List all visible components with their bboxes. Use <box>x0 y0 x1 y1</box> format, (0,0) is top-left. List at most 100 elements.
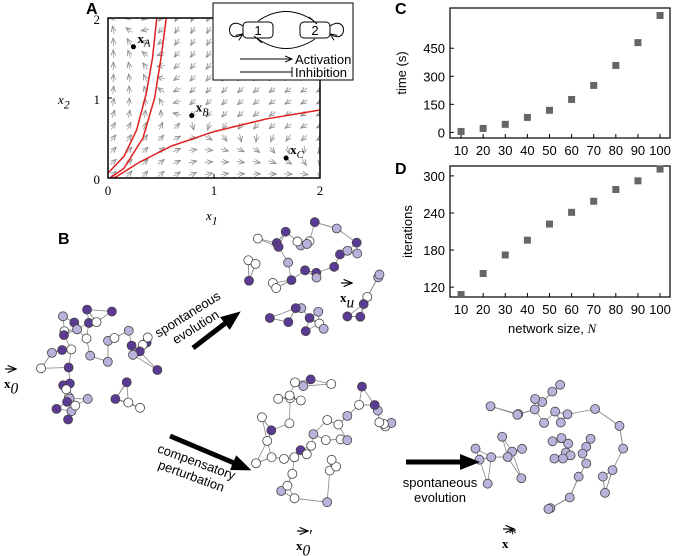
network-node <box>497 431 508 442</box>
field-arrow <box>175 38 180 45</box>
field-arrow <box>236 161 245 162</box>
x-tick-label: 70 <box>586 302 600 317</box>
network-node <box>271 283 282 293</box>
field-arrow <box>206 74 211 81</box>
network-node <box>543 504 554 514</box>
subscript: C <box>297 150 305 161</box>
label-text: network size, <box>508 321 587 336</box>
network-node <box>470 443 481 454</box>
network-node <box>342 435 353 446</box>
field-arrow <box>285 88 292 93</box>
network-node <box>292 236 303 247</box>
network-node <box>351 237 362 248</box>
network-node <box>61 384 72 395</box>
field-arrow <box>222 110 228 117</box>
state-point <box>189 113 195 119</box>
network-node <box>109 333 120 343</box>
x-tick-label: 100 <box>649 143 671 158</box>
state-point <box>283 155 289 161</box>
field-arrow <box>206 86 212 93</box>
math-label: x0 <box>4 376 19 398</box>
network-node <box>320 435 331 446</box>
y-tick-label: 0 <box>438 125 445 140</box>
network-node <box>563 438 574 449</box>
field-arrow <box>112 110 115 118</box>
separatrix <box>113 109 320 178</box>
field-arrow <box>173 148 180 151</box>
field-arrow <box>127 39 131 46</box>
network-node <box>300 265 310 276</box>
field-arrow <box>268 161 277 164</box>
network-node <box>295 395 306 406</box>
network-node <box>252 233 263 244</box>
x-tick-label: 50 <box>542 302 556 317</box>
network-node <box>305 374 316 385</box>
field-arrow <box>190 62 195 69</box>
network-node <box>308 429 319 440</box>
x-tick-label: 60 <box>564 143 578 158</box>
field-arrow <box>110 171 116 178</box>
field-arrow <box>128 110 130 118</box>
plot-frame <box>449 165 671 298</box>
field-arrow <box>206 50 211 58</box>
network-node <box>279 453 289 464</box>
x-tick-label: 2 <box>317 183 324 198</box>
network-node <box>36 363 46 374</box>
field-arrow <box>301 124 308 128</box>
field-arrow <box>207 38 211 46</box>
network-node <box>512 409 523 420</box>
network-node <box>264 313 275 323</box>
inhibition-bar <box>308 16 318 25</box>
inhibition-edge <box>257 38 316 49</box>
x-tick-label: 20 <box>476 302 490 317</box>
network-node <box>311 272 322 283</box>
panel-label: D <box>395 161 407 178</box>
field-arrow <box>126 171 131 178</box>
field-arrow <box>318 147 320 154</box>
symbol: x <box>205 208 212 223</box>
network-node <box>273 241 284 252</box>
network-node <box>614 421 625 431</box>
separatrix <box>108 18 158 174</box>
inhibition-bar <box>253 35 263 44</box>
network-node <box>529 404 540 415</box>
symbol: x <box>4 376 11 391</box>
field-arrow <box>208 122 210 130</box>
field-arrow <box>173 160 180 163</box>
symbol: x <box>57 92 64 107</box>
field-arrow <box>174 62 181 69</box>
self-loop <box>330 23 344 36</box>
network-node <box>289 452 300 463</box>
field-arrow <box>222 98 228 105</box>
field-arrow <box>270 146 275 153</box>
process-arrow-head <box>460 454 480 470</box>
network-edge <box>294 497 328 503</box>
field-arrow <box>173 101 181 103</box>
field-arrow <box>173 136 180 140</box>
field-arrow <box>188 173 197 176</box>
x-tick-label: 10 <box>454 143 468 158</box>
field-arrow <box>269 88 276 93</box>
field-arrow <box>220 149 229 151</box>
network-node <box>331 461 341 472</box>
math-label: xu <box>340 290 355 312</box>
network-node <box>47 347 57 358</box>
x-tick-label: 30 <box>498 302 512 317</box>
point <box>545 106 553 114</box>
field-arrow <box>113 86 114 95</box>
field-arrow <box>204 173 213 175</box>
field-arrow <box>240 134 242 142</box>
field-arrow <box>238 87 244 92</box>
field-arrow <box>301 88 308 92</box>
math-label: x1 <box>205 208 218 227</box>
network-node <box>152 365 163 375</box>
y-tick-label: 150 <box>423 97 445 112</box>
network-node <box>342 245 353 256</box>
field-arrow <box>237 99 244 104</box>
field-arrow <box>238 111 244 116</box>
network-edge <box>594 408 620 427</box>
field-arrow <box>142 52 149 57</box>
x-tick-label: 30 <box>498 143 512 158</box>
network-node <box>81 333 92 344</box>
x-tick-label: 80 <box>609 302 623 317</box>
